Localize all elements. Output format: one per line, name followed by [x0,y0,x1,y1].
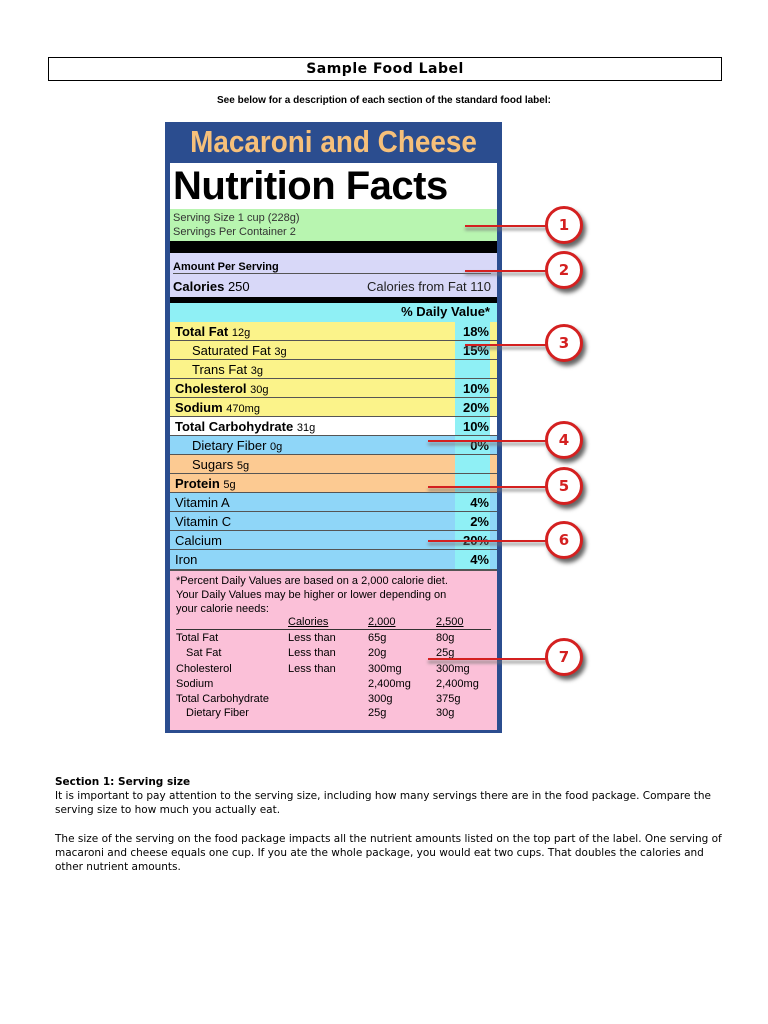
page-subtitle: See below for a description of each sect… [217,95,551,106]
nutrition-label-image: Macaroni and Cheese Nutrition Facts Serv… [165,122,502,733]
callout-4: 4 [545,421,583,459]
product-name: Macaroni and Cheese [190,124,477,159]
servings-per-container: Servings Per Container 2 [173,226,296,238]
callout-line [428,540,547,542]
footnote-divider [176,629,491,630]
fat-band [170,322,497,417]
callout-1: 1 [545,206,583,244]
dv-header-band: % Daily Value* [170,303,497,322]
nutrient-row: Trans Fat 3g [170,360,497,379]
footnote-section: *Percent Daily Values are based on a 2,0… [170,569,497,730]
amount-per-serving: Amount Per Serving [173,261,491,274]
carb-band [170,417,497,436]
calories-section: Amount Per Serving Calories 250 Calories… [170,253,497,301]
calories-label: Calories [173,279,225,294]
callout-line [465,344,547,346]
calories-from-fat: Calories from Fat 110 [366,279,491,294]
page-title: Sample Food Label [48,57,722,81]
footnote-text: *Percent Daily Values are based on a 2,0… [176,575,448,615]
footnote-table: Calories 2,000 2,500 Total Fat Less than… [176,616,479,719]
nutrient-row: Total Carbohydrate 31g 10% [170,417,497,436]
nutrient-row: Sodium 470mg 20% [170,398,497,417]
nutrient-row: Total Fat 12g 18% [170,322,497,341]
vitamin-band [170,493,497,569]
section-paragraph-1: It is important to pay attention to the … [55,790,711,816]
nutrient-row: Saturated Fat 3g 15% [170,341,497,360]
callout-line [465,270,547,272]
callout-line [428,486,547,488]
nutrition-panel: Nutrition Facts Serving Size 1 cup (228g… [170,163,497,730]
nutrient-row: Vitamin A 4% [170,493,497,512]
serving-size: Serving Size 1 cup (228g) [173,212,300,224]
divider [170,297,497,303]
callout-2: 2 [545,251,583,289]
callout-3: 3 [545,324,583,362]
daily-value-header: % Daily Value* [401,304,490,319]
nutrition-facts-heading: Nutrition Facts [173,164,448,208]
thick-divider [170,241,497,253]
nutrient-row: Dietary Fiber 0g 0% [170,436,497,455]
fiber-band [170,436,497,455]
dv-column [455,322,490,569]
callout-7: 7 [545,638,583,676]
callout-line [428,440,547,442]
callout-6: 6 [545,521,583,559]
callout-5: 5 [545,467,583,505]
nutrient-row: Vitamin C 2% [170,512,497,531]
callout-line [465,225,547,227]
callout-line [428,658,547,660]
section-heading: Section 1: Serving size [55,776,191,788]
nutrient-row: Iron 4% [175,552,489,567]
section-paragraph-2: The size of the serving on the food pack… [55,833,722,873]
serving-section: Serving Size 1 cup (228g) Servings Per C… [170,209,497,241]
nutrient-row: Cholesterol 30g 10% [170,379,497,398]
calories-value: 250 [227,279,250,294]
nutrient-row: Protein 5g [170,474,497,493]
nutrient-row: Sugars 5g [170,455,497,474]
